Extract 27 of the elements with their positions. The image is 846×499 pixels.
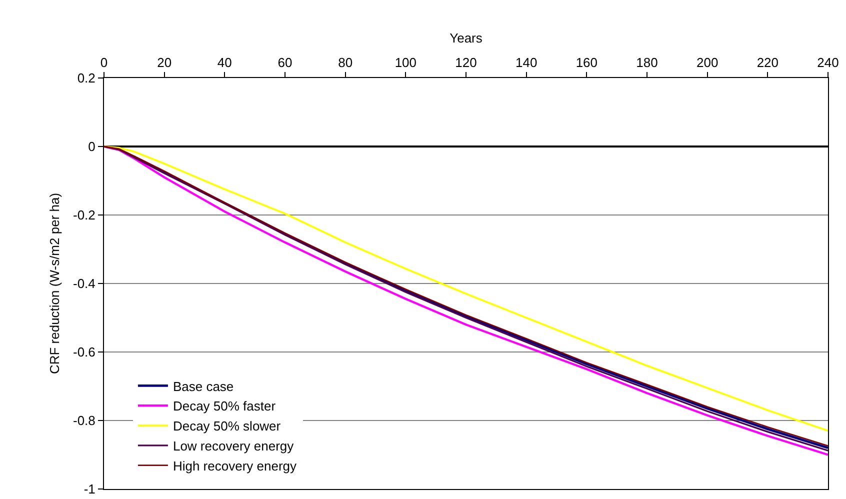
y-tick-label: -0.4 <box>72 276 96 292</box>
y-axis-title: CRF reduction (W-s/m2 per ha) <box>46 192 62 374</box>
x-tick-label: 60 <box>278 54 292 70</box>
x-tick-label: 40 <box>217 54 232 70</box>
x-tick-label: 180 <box>636 54 658 70</box>
x-tick-label: 80 <box>338 54 353 70</box>
y-tick-label: -0.2 <box>72 208 96 223</box>
y-tick-label: -0.6 <box>72 344 96 360</box>
x-tick-label: 100 <box>394 54 417 70</box>
x-tick-label: 20 <box>157 54 172 70</box>
x-tick-label: 140 <box>515 54 538 70</box>
x-axis-title: Years <box>450 30 483 46</box>
x-tick-label: 120 <box>455 54 477 70</box>
x-tick-label: 220 <box>756 54 779 70</box>
legend-label: High recovery energy <box>172 458 298 474</box>
y-tick-label: -0.8 <box>72 413 96 428</box>
legend-label: Low recovery energy <box>172 438 294 454</box>
x-tick-label: 0 <box>100 54 108 70</box>
legend-label: Decay 50% faster <box>172 398 276 414</box>
x-tick-label: 240 <box>817 54 839 70</box>
y-tick-label: -1 <box>84 482 96 497</box>
y-tick-label: 0 <box>88 139 96 154</box>
legend-label: Decay 50% slower <box>172 418 282 434</box>
x-tick-label: 200 <box>696 54 718 70</box>
y-tick-label: 0.2 <box>77 70 96 86</box>
x-tick-label: 160 <box>576 54 598 70</box>
legend-label: Base case <box>172 378 234 394</box>
